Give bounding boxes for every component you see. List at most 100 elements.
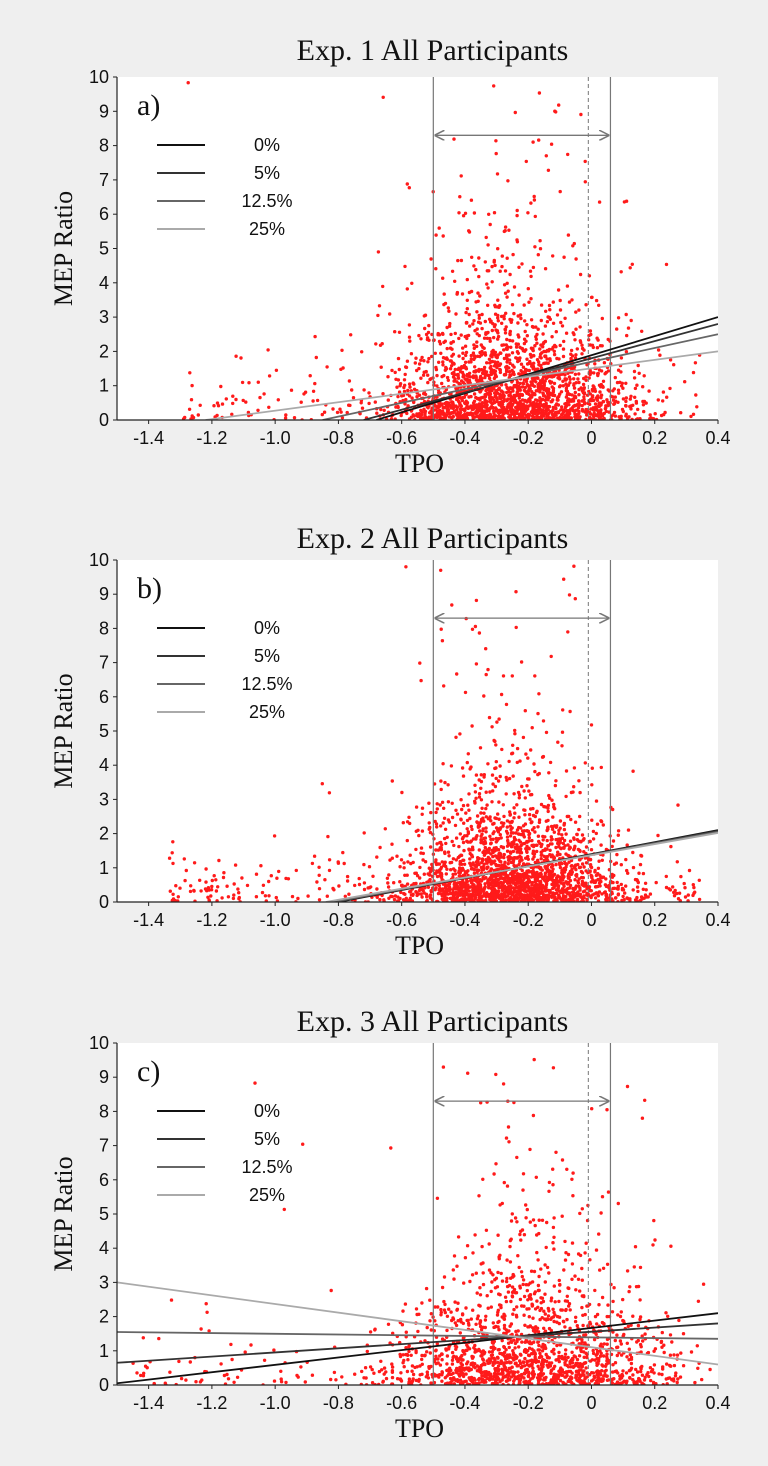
scatter-point	[494, 836, 498, 841]
scatter-point	[315, 398, 320, 403]
scatter-point	[617, 391, 621, 395]
scatter-point	[498, 269, 502, 273]
scatter-point	[507, 897, 511, 901]
scatter-point	[513, 845, 517, 849]
scatter-point	[568, 377, 572, 381]
scatter-point	[458, 866, 462, 870]
scatter-point	[541, 409, 545, 413]
scatter-point	[415, 368, 419, 373]
scatter-point	[604, 893, 608, 897]
scatter-point	[675, 860, 679, 864]
scatter-point	[430, 862, 434, 867]
scatter-point	[435, 373, 439, 378]
scatter-point	[675, 891, 679, 896]
scatter-point	[656, 348, 661, 352]
scatter-point	[428, 845, 433, 849]
scatter-point	[560, 405, 564, 409]
scatter-point	[507, 759, 511, 764]
scatter-point	[183, 878, 187, 883]
scatter-point	[565, 814, 569, 819]
scatter-point	[577, 308, 581, 312]
scatter-point	[465, 818, 470, 823]
scatter-point	[439, 848, 444, 852]
scatter-point	[567, 403, 571, 407]
scatter-point	[459, 333, 463, 337]
scatter-point	[572, 386, 577, 390]
scatter-point	[507, 370, 512, 374]
scatter-point	[536, 386, 541, 390]
scatter-point	[485, 282, 489, 286]
scatter-point	[597, 401, 601, 406]
scatter-point	[420, 806, 425, 810]
scatter-point	[443, 301, 448, 306]
scatter-point	[536, 411, 541, 415]
scatter-point	[543, 267, 548, 271]
scatter-point	[567, 409, 571, 413]
scatter-point	[619, 863, 623, 867]
scatter-point	[569, 864, 573, 868]
scatter-point	[377, 304, 382, 308]
scatter-point	[437, 402, 441, 406]
scatter-point	[404, 397, 408, 402]
scatter-point	[520, 829, 525, 833]
scatter-point	[590, 875, 594, 880]
scatter-point	[474, 773, 479, 777]
scatter-point	[482, 842, 486, 846]
scatter-point	[460, 862, 464, 866]
scatter-point	[515, 356, 519, 361]
scatter-point	[544, 730, 549, 735]
scatter-point	[494, 816, 498, 821]
scatter-point	[466, 830, 470, 834]
scatter-point	[399, 413, 403, 418]
scatter-point	[591, 837, 596, 841]
scatter-point	[574, 408, 578, 412]
scatter-point	[534, 871, 539, 875]
scatter-point	[428, 870, 433, 874]
scatter-point	[485, 861, 489, 865]
scatter-point	[367, 865, 372, 869]
scatter-point	[465, 760, 469, 765]
scatter-point	[525, 844, 529, 848]
scatter-point	[548, 357, 552, 361]
scatter-point	[565, 392, 569, 397]
scatter-point	[210, 884, 214, 889]
scatter-point	[582, 865, 586, 869]
scatter-point	[493, 895, 497, 899]
scatter-point	[661, 399, 665, 403]
scatter-point	[597, 200, 602, 204]
scatter-point	[170, 898, 174, 902]
scatter-point	[536, 883, 540, 887]
scatter-point	[475, 340, 479, 344]
scatter-point	[445, 325, 449, 330]
scatter-point	[547, 793, 551, 798]
scatter-point	[565, 1167, 569, 1172]
scatter-point	[547, 872, 551, 876]
scatter-point	[594, 879, 598, 883]
scatter-point	[484, 826, 488, 830]
scatter-point	[488, 406, 493, 410]
scatter-point	[482, 365, 487, 370]
scatter-point	[523, 408, 528, 413]
scatter-point	[494, 776, 498, 781]
scatter-point	[508, 1244, 512, 1249]
scatter-point	[499, 314, 504, 319]
scatter-point	[611, 807, 615, 812]
scatter-point	[505, 844, 510, 848]
x-tick-label: -1.4	[133, 910, 164, 930]
scatter-point	[580, 403, 584, 408]
scatter-point	[517, 404, 522, 409]
scatter-point	[451, 857, 456, 861]
scatter-point	[532, 826, 536, 830]
scatter-point	[410, 899, 415, 902]
scatter-point	[545, 894, 549, 899]
scatter-point	[562, 577, 566, 581]
scatter-point	[536, 896, 541, 900]
scatter-point	[517, 845, 521, 849]
scatter-point	[679, 411, 683, 415]
x-tick-label: 0	[586, 428, 596, 448]
scatter-point	[588, 863, 593, 867]
scatter-point	[591, 384, 595, 388]
scatter-point	[472, 868, 476, 872]
scatter-point	[327, 791, 332, 795]
scatter-point	[588, 343, 592, 347]
